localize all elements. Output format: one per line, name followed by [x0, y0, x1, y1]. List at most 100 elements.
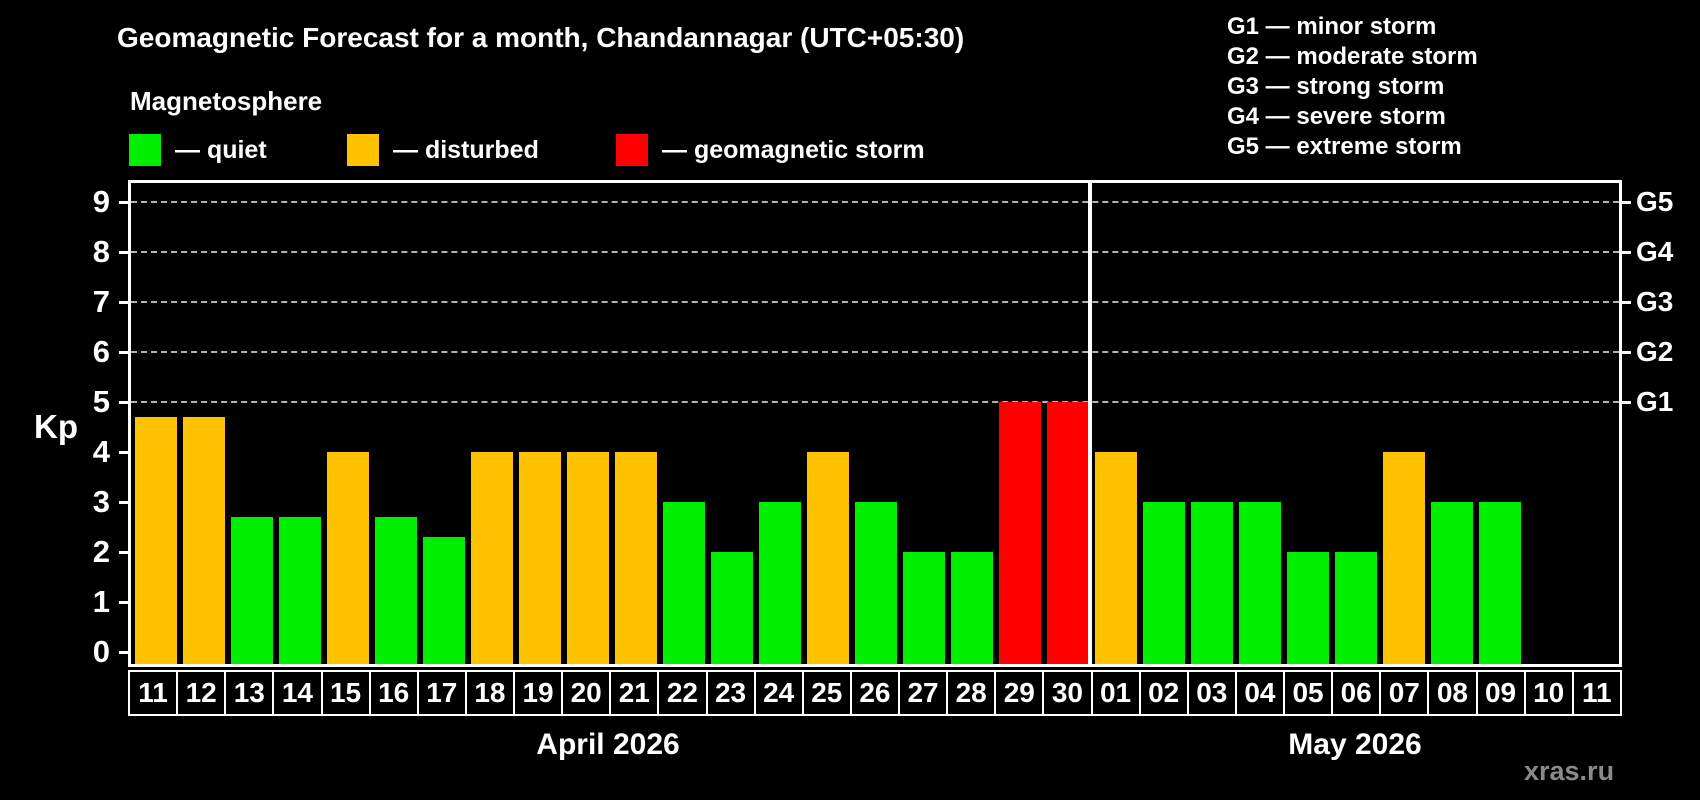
- month-label-may: May 2026: [1288, 728, 1422, 761]
- g-scale-legend-line: G1 — minor storm: [1227, 13, 1437, 40]
- y-axis-tick: [119, 651, 128, 654]
- date-cell-05: 05: [1283, 670, 1334, 716]
- y-axis-label-3: 3: [92, 484, 110, 519]
- y-axis-tick: [119, 551, 128, 554]
- g-axis-label-G5: G5: [1636, 186, 1674, 217]
- kp-bar-day-27: [903, 552, 945, 664]
- kp-axis-title: Kp: [34, 408, 78, 445]
- date-cell-27: 27: [898, 670, 949, 716]
- date-cell-20: 20: [561, 670, 612, 716]
- legend-label-storm: — geomagnetic storm: [662, 135, 925, 164]
- kp-bar-day-19: [519, 452, 561, 664]
- watermark: xras.ru: [1524, 756, 1615, 786]
- kp-bar-day-02: [1143, 502, 1185, 664]
- kp-bar-day-26: [855, 502, 897, 664]
- date-cell-11: 11: [128, 670, 179, 716]
- gridline-kp-9: [131, 201, 1619, 203]
- y-axis-tick: [119, 301, 128, 304]
- kp-bar-day-05: [1287, 552, 1329, 664]
- g-scale-legend-line: G4 — severe storm: [1227, 103, 1446, 130]
- chart-title: Geomagnetic Forecast for a month, Chanda…: [117, 22, 965, 53]
- legend-item-quiet: — quiet: [129, 134, 267, 166]
- magnetosphere-subtitle: Magnetosphere: [130, 86, 323, 116]
- kp-bar-day-01: [1095, 452, 1137, 664]
- y-axis-tick: [119, 351, 128, 354]
- g-axis-label-G3: G3: [1636, 286, 1674, 317]
- date-cell-10: 10: [1523, 670, 1574, 716]
- y-axis-label-6: 6: [92, 334, 110, 369]
- g-scale-legend: G1 — minor storm G2 — moderate storm G3 …: [1227, 12, 1478, 162]
- y-axis-label-8: 8: [92, 234, 110, 269]
- date-cell-22: 22: [657, 670, 708, 716]
- kp-bar-day-16: [375, 517, 417, 664]
- kp-bar-day-06: [1335, 552, 1377, 664]
- date-cell-24: 24: [753, 670, 804, 716]
- y-axis-tick: [119, 201, 128, 204]
- date-cell-25: 25: [801, 670, 852, 716]
- gridline-kp-7: [131, 301, 1619, 303]
- y-axis-tick: [119, 501, 128, 504]
- kp-bar-day-22: [663, 502, 705, 664]
- date-cell-14: 14: [272, 670, 323, 716]
- plot-area: [119, 180, 1631, 667]
- legend-item-disturbed: — disturbed: [347, 134, 539, 166]
- y-axis-tick: [119, 601, 128, 604]
- kp-bar-day-09: [1479, 502, 1521, 664]
- date-cell-08: 08: [1427, 670, 1478, 716]
- date-axis-row: 11 12 13 14 15 16 17 18 19 20 21 22 23 24 25 26 27 28 29 30…: [128, 670, 1622, 716]
- legend-label-disturbed: — disturbed: [393, 135, 539, 164]
- date-cell-13: 13: [224, 670, 275, 716]
- y-axis-tick: [119, 251, 128, 254]
- date-cell-15: 15: [320, 670, 371, 716]
- kp-bar-day-30: [1047, 402, 1089, 664]
- g-axis-tick: [1622, 401, 1631, 404]
- g-axis-tick: [1622, 351, 1631, 354]
- legend-swatch-disturbed: [347, 134, 379, 166]
- date-cell-06: 06: [1331, 670, 1382, 716]
- kp-bar-day-11: [135, 417, 177, 664]
- date-cell-04: 04: [1234, 670, 1285, 716]
- legend-label-quiet: — quiet: [175, 135, 267, 164]
- g-axis-tick: [1622, 251, 1631, 254]
- g-scale-legend-line: G5 — extreme storm: [1227, 133, 1462, 160]
- date-cell-03: 03: [1186, 670, 1237, 716]
- date-cell-30: 30: [1042, 670, 1093, 716]
- kp-bar-day-07: [1383, 452, 1425, 664]
- legend-swatch-quiet: [129, 134, 161, 166]
- g-axis-tick: [1622, 301, 1631, 304]
- y-axis-label-5: 5: [92, 384, 110, 419]
- date-cell-12: 12: [176, 670, 227, 716]
- y-axis-tick: [119, 451, 128, 454]
- date-cell-19: 19: [513, 670, 564, 716]
- date-cell-21: 21: [609, 670, 660, 716]
- kp-bar-day-18: [471, 452, 513, 664]
- kp-bar-day-25: [807, 452, 849, 664]
- y-axis-tick: [119, 401, 128, 404]
- kp-bar-day-15: [327, 452, 369, 664]
- legend-item-storm: — geomagnetic storm: [616, 134, 925, 166]
- kp-bar-day-21: [615, 452, 657, 664]
- y-axis-label-1: 1: [92, 584, 110, 619]
- kp-bar-day-23: [711, 552, 753, 664]
- date-cell-11: 11: [1571, 670, 1622, 716]
- date-cell-18: 18: [464, 670, 515, 716]
- month-label-april: April 2026: [536, 728, 680, 761]
- kp-bar-day-20: [567, 452, 609, 664]
- g-axis-label-G4: G4: [1636, 236, 1674, 267]
- date-cell-26: 26: [849, 670, 900, 716]
- kp-bar-day-14: [279, 517, 321, 664]
- g-scale-legend-line: G2 — moderate storm: [1227, 43, 1478, 70]
- date-cell-09: 09: [1475, 670, 1526, 716]
- month-separator-line: [1088, 183, 1092, 664]
- kp-bar-day-29: [999, 402, 1041, 664]
- date-cell-16: 16: [368, 670, 419, 716]
- kp-bar-day-28: [951, 552, 993, 664]
- date-cell-07: 07: [1379, 670, 1430, 716]
- gridline-kp-6: [131, 351, 1619, 353]
- y-axis-label-0: 0: [92, 634, 110, 669]
- y-axis-label-9: 9: [92, 184, 110, 219]
- date-cell-29: 29: [994, 670, 1045, 716]
- kp-bar-day-08: [1431, 502, 1473, 664]
- y-axis-label-4: 4: [92, 434, 110, 469]
